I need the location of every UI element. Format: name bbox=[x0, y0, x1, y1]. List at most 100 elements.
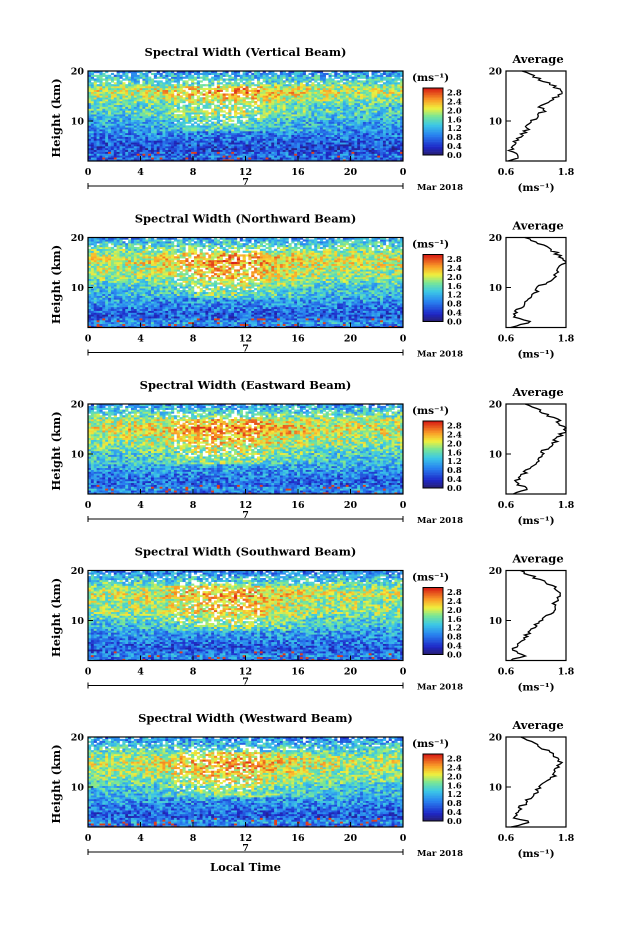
heatmap-cell bbox=[234, 133, 237, 135]
heatmap-cell bbox=[122, 157, 125, 159]
heatmap-cell bbox=[300, 105, 303, 107]
heatmap-cell bbox=[168, 150, 171, 152]
heatmap-cell bbox=[105, 97, 108, 99]
heatmap-cell bbox=[329, 139, 332, 141]
heatmap-cell bbox=[380, 125, 383, 127]
heatmap-cell bbox=[165, 73, 168, 75]
heatmap-cell bbox=[346, 95, 349, 97]
heatmap-cell bbox=[334, 152, 337, 154]
heatmap-cell bbox=[194, 99, 197, 101]
heatmap-cell bbox=[326, 103, 329, 105]
heatmap-cell bbox=[203, 133, 206, 135]
heatmap-cell bbox=[200, 120, 203, 122]
heatmap-cell bbox=[271, 116, 274, 118]
heatmap-cell bbox=[99, 109, 102, 111]
heatmap-cell bbox=[200, 139, 203, 141]
heatmap-cell bbox=[246, 79, 249, 81]
heatmap-cell bbox=[105, 103, 108, 105]
heatmap-cell bbox=[157, 97, 160, 99]
heatmap-cell bbox=[165, 80, 168, 82]
heatmap-cell bbox=[374, 116, 377, 118]
heatmap-cell bbox=[374, 80, 377, 82]
heatmap-cell bbox=[177, 152, 180, 154]
heatmap-cell bbox=[386, 122, 389, 124]
heatmap-cell bbox=[134, 77, 137, 79]
heatmap-cell bbox=[349, 103, 352, 105]
heatmap-cell bbox=[225, 86, 228, 88]
heatmap-cell bbox=[183, 109, 186, 111]
heatmap-cell bbox=[363, 152, 366, 154]
heatmap-cell bbox=[91, 137, 94, 139]
heatmap-cell bbox=[211, 116, 214, 118]
heatmap-cell bbox=[349, 137, 352, 139]
heatmap-cell bbox=[137, 150, 140, 152]
heatmap-cell bbox=[300, 97, 303, 99]
heatmap-cell bbox=[366, 77, 369, 79]
heatmap-cell bbox=[128, 116, 131, 118]
heatmap-cell bbox=[372, 101, 375, 103]
heatmap-cell bbox=[151, 92, 154, 94]
heatmap-cell bbox=[383, 110, 386, 112]
heatmap-cell bbox=[165, 88, 168, 90]
heatmap-cell bbox=[188, 125, 191, 127]
heatmap-cell bbox=[346, 75, 349, 77]
heatmap-cell bbox=[360, 75, 363, 77]
heatmap-cell bbox=[349, 90, 352, 92]
heatmap-cell bbox=[140, 107, 143, 109]
heatmap-cell bbox=[317, 92, 320, 94]
heatmap-cell bbox=[369, 105, 372, 107]
heatmap-cell bbox=[326, 112, 329, 114]
heatmap-cell bbox=[340, 140, 343, 142]
heatmap-cell bbox=[392, 99, 395, 101]
heatmap-cell bbox=[340, 88, 343, 90]
heatmap-cell bbox=[369, 97, 372, 99]
heatmap-cell bbox=[329, 129, 332, 131]
heatmap-cell bbox=[357, 92, 360, 94]
heatmap-cell bbox=[354, 146, 357, 148]
heatmap-cell bbox=[271, 133, 274, 135]
heatmap-cell bbox=[125, 157, 128, 159]
heatmap-cell bbox=[288, 90, 291, 92]
heatmap-cell bbox=[266, 77, 269, 79]
y-tick-label: 20 bbox=[71, 67, 85, 78]
heatmap-cell bbox=[337, 133, 340, 135]
heatmap-cell bbox=[349, 144, 352, 146]
heatmap-cell bbox=[160, 154, 163, 156]
heatmap-cell bbox=[386, 135, 389, 137]
heatmap-cell bbox=[329, 75, 332, 77]
heatmap-cell bbox=[354, 110, 357, 112]
heatmap-cell bbox=[286, 73, 289, 75]
heatmap-cell bbox=[102, 139, 105, 141]
heatmap-cell bbox=[392, 131, 395, 133]
heatmap-cell bbox=[97, 154, 100, 156]
heatmap-cell bbox=[180, 140, 183, 142]
heatmap-cell bbox=[160, 140, 163, 142]
heatmap-cell bbox=[188, 75, 191, 77]
heatmap-cell bbox=[114, 99, 117, 101]
heatmap-cell bbox=[168, 75, 171, 77]
heatmap-cell bbox=[108, 92, 111, 94]
heatmap-cell bbox=[108, 122, 111, 124]
heatmap-cell bbox=[177, 80, 180, 82]
heatmap-cell bbox=[225, 154, 228, 156]
heatmap-cell bbox=[246, 105, 249, 107]
heatmap-cell bbox=[343, 99, 346, 101]
heatmap-cell bbox=[208, 137, 211, 139]
heatmap-cell bbox=[266, 103, 269, 105]
heatmap-cell bbox=[220, 146, 223, 148]
heatmap-cell bbox=[354, 142, 357, 144]
heatmap-cell bbox=[134, 157, 137, 159]
heatmap-cell bbox=[291, 140, 294, 142]
heatmap-cell bbox=[283, 140, 286, 142]
heatmap-cell bbox=[231, 131, 234, 133]
heatmap-cell bbox=[231, 129, 234, 131]
heatmap-cell bbox=[157, 109, 160, 111]
heatmap-cell bbox=[160, 88, 163, 90]
heatmap-cell bbox=[111, 125, 114, 127]
heatmap-cell bbox=[111, 133, 114, 135]
heatmap-cell bbox=[286, 103, 289, 105]
heatmap-cell bbox=[197, 80, 200, 82]
heatmap-cell bbox=[97, 88, 100, 90]
heatmap-cell bbox=[131, 133, 134, 135]
heatmap-cell bbox=[374, 152, 377, 154]
